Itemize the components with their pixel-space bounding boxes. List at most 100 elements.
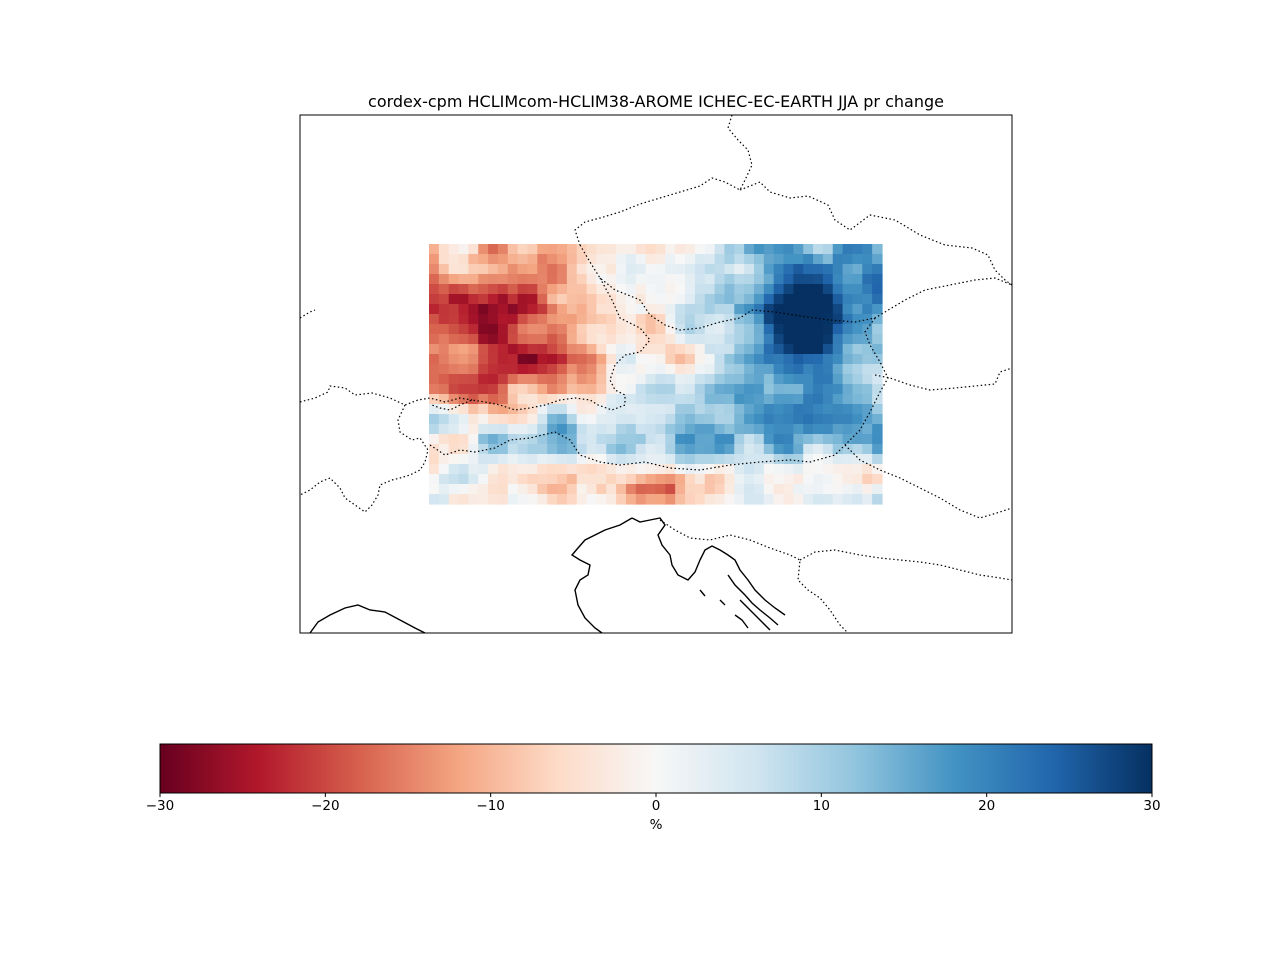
- field-cell: [793, 354, 804, 365]
- field-cell: [429, 294, 440, 305]
- field-cell: [507, 494, 519, 505]
- field-cell: [763, 304, 775, 315]
- field-cell: [655, 304, 666, 315]
- field-cell: [517, 394, 529, 405]
- field-cell: [813, 394, 824, 405]
- field-cell: [685, 454, 696, 465]
- field-cell: [813, 424, 824, 435]
- field-cell: [832, 454, 844, 465]
- field-cell: [557, 484, 568, 495]
- field-cell: [852, 374, 863, 385]
- field-cell: [763, 494, 775, 505]
- field-cell: [468, 454, 479, 465]
- field-cell: [665, 484, 676, 495]
- field-cell: [813, 464, 824, 475]
- field-cell: [448, 274, 460, 285]
- field-cell: [773, 334, 785, 345]
- field-cell: [714, 294, 726, 305]
- field-cell: [822, 454, 834, 465]
- field-cell: [852, 424, 863, 435]
- field-cell: [616, 484, 627, 495]
- field-cell: [685, 374, 696, 385]
- field-cell: [645, 254, 657, 265]
- field-cell: [783, 364, 794, 375]
- field-cell: [822, 244, 834, 255]
- field-cell: [448, 434, 460, 445]
- field-cell: [753, 374, 765, 385]
- field-cell: [566, 274, 578, 285]
- field-cell: [685, 494, 696, 505]
- field-cell: [635, 414, 647, 425]
- field-cell: [783, 274, 794, 285]
- field-cell: [488, 434, 499, 445]
- field-cell: [517, 384, 529, 395]
- field-cell: [832, 404, 844, 415]
- field-cell: [566, 264, 578, 275]
- field-cell: [527, 364, 538, 375]
- field-cell: [497, 254, 509, 265]
- field-cell: [714, 424, 726, 435]
- field-cell: [665, 344, 676, 355]
- field-cell: [842, 454, 854, 465]
- field-cell: [478, 434, 489, 445]
- field-cell: [714, 454, 726, 465]
- field-cell: [783, 424, 794, 435]
- field-cell: [488, 394, 499, 405]
- field-cell: [527, 324, 538, 335]
- field-cell: [537, 254, 548, 265]
- field-cell: [685, 344, 696, 355]
- field-cell: [793, 304, 804, 315]
- field-cell: [606, 374, 617, 385]
- field-cell: [773, 394, 785, 405]
- field-cell: [566, 384, 578, 395]
- field-cell: [862, 274, 873, 285]
- field-cell: [478, 454, 489, 465]
- field-cell: [635, 354, 647, 365]
- field-cell: [665, 254, 676, 265]
- field-cell: [566, 414, 578, 425]
- field-cell: [655, 264, 666, 275]
- field-cell: [547, 364, 558, 375]
- field-cell: [468, 364, 479, 375]
- field-cell: [576, 474, 588, 485]
- field-cell: [547, 444, 558, 455]
- field-cell: [478, 264, 489, 275]
- field-cell: [517, 334, 529, 345]
- field-cell: [852, 484, 863, 495]
- field-cell: [616, 424, 627, 435]
- field-cell: [675, 434, 686, 445]
- field-cell: [576, 304, 588, 315]
- field-cell: [645, 454, 657, 465]
- field-cell: [803, 244, 814, 255]
- field-cell: [547, 334, 558, 345]
- field-cell: [438, 284, 450, 295]
- field-cell: [852, 454, 863, 465]
- field-cell: [793, 374, 804, 385]
- field-cell: [704, 404, 716, 415]
- field-cell: [675, 414, 686, 425]
- field-cell: [557, 444, 568, 455]
- field-cell: [527, 304, 538, 315]
- field-cell: [773, 294, 785, 305]
- field-cell: [429, 444, 440, 455]
- field-cell: [724, 384, 735, 395]
- field-cell: [704, 364, 716, 375]
- field-cell: [517, 484, 529, 495]
- coastlines: [309, 517, 786, 633]
- field-cell: [596, 424, 607, 435]
- field-cell: [685, 274, 696, 285]
- field-cell: [448, 264, 460, 275]
- field-cell: [458, 314, 469, 325]
- field-cell: [448, 484, 460, 495]
- field-cell: [635, 404, 647, 415]
- field-cell: [497, 304, 509, 315]
- border-slovenia: [844, 444, 1012, 519]
- field-cell: [557, 364, 568, 375]
- field-cell: [783, 434, 794, 445]
- field-cell: [488, 384, 499, 395]
- field-cell: [773, 424, 785, 435]
- field-cell: [842, 374, 854, 385]
- field-cell: [586, 314, 598, 325]
- field-cell: [724, 414, 735, 425]
- field-cell: [438, 274, 450, 285]
